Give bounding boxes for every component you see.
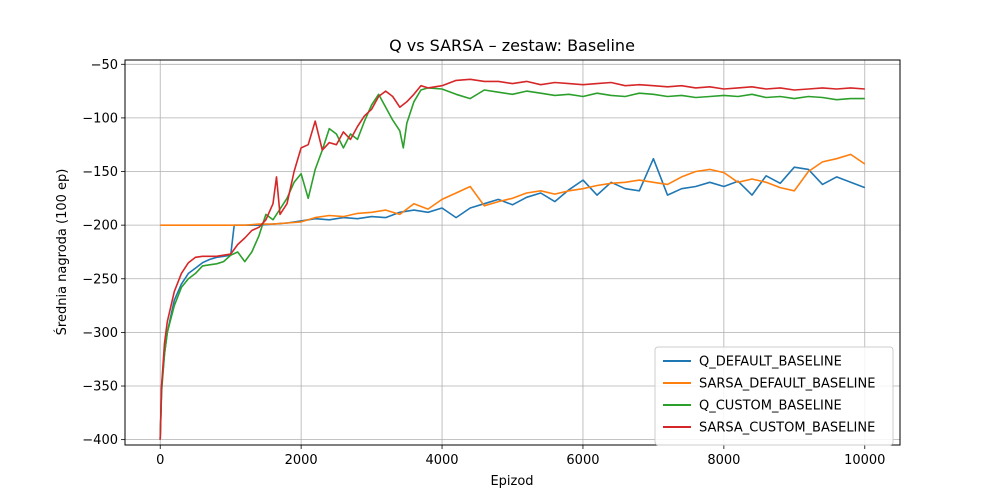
y-tick-label: −250 bbox=[82, 272, 118, 287]
series-line-q-custom-baseline bbox=[159, 87, 865, 440]
legend-label: SARSA_CUSTOM_BASELINE bbox=[699, 421, 875, 436]
x-tick-label: 8000 bbox=[707, 453, 740, 468]
series-line-sarsa-custom-baseline bbox=[159, 78, 865, 440]
legend-label: Q_CUSTOM_BASELINE bbox=[699, 399, 842, 414]
legend-box bbox=[654, 346, 894, 446]
x-tick-label: 0 bbox=[156, 453, 164, 468]
y-tick-label: −150 bbox=[82, 165, 118, 180]
legend-label: SARSA_DEFAULT_BASELINE bbox=[699, 377, 875, 392]
y-tick-label: −350 bbox=[82, 380, 118, 395]
series-line-sarsa-default-baseline bbox=[160, 153, 866, 226]
series-line-q-default-baseline bbox=[159, 157, 866, 440]
series-lines bbox=[159, 78, 866, 440]
x-tick-label: 6000 bbox=[566, 453, 599, 468]
x-tick-label: 2000 bbox=[285, 453, 318, 468]
x-tick-label: 4000 bbox=[425, 453, 458, 468]
y-tick-label: −300 bbox=[82, 326, 118, 341]
y-tick-label: −400 bbox=[82, 433, 118, 448]
y-tick-label: −50 bbox=[91, 58, 118, 73]
y-tick-label: −100 bbox=[82, 111, 118, 126]
legend: Q_DEFAULT_BASELINE SARSA_DEFAULT_BASELINE… bbox=[654, 346, 894, 446]
y-tick-label: −200 bbox=[82, 219, 118, 234]
y-axis-title: Średnia nagroda (100 ep) bbox=[54, 169, 70, 336]
x-axis-title: Epizod bbox=[490, 474, 533, 489]
y-axis-ticks: −400 −350 −300 −250 −200 −150 −100 −50 bbox=[82, 58, 125, 448]
legend-label: Q_DEFAULT_BASELINE bbox=[699, 355, 842, 370]
plot-frame bbox=[124, 59, 901, 446]
chart-title: Q vs SARSA – zestaw: Baseline bbox=[389, 36, 635, 55]
x-tick-label: 10000 bbox=[844, 453, 885, 468]
x-axis-ticks: 0 2000 4000 6000 8000 10000 bbox=[156, 445, 885, 468]
